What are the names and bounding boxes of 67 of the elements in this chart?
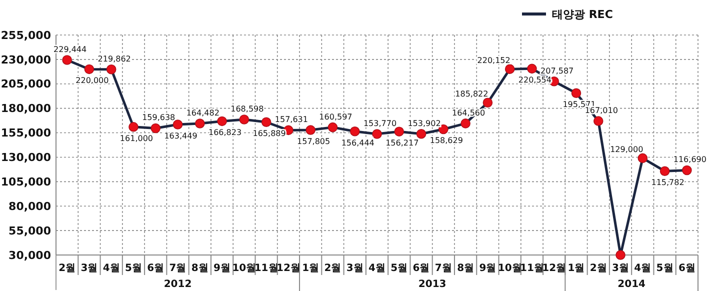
data-label: 116,690 xyxy=(673,155,706,164)
data-label: 156,444 xyxy=(341,138,374,148)
x-tick-label: 8월 xyxy=(191,263,208,274)
text: 2014 xyxy=(618,279,646,290)
x-tick-label: 3월 xyxy=(612,263,629,274)
text: 2012 xyxy=(164,279,192,290)
data-label: 129,000 xyxy=(610,145,644,154)
y-tick-label: 155,000 xyxy=(0,126,52,140)
x-tick-label: 4월 xyxy=(368,263,386,274)
x-tick-label: 12월 xyxy=(542,263,566,274)
x-tick-label: 7월 xyxy=(434,263,452,274)
y-tick-label: 255,000 xyxy=(0,28,52,42)
x-tick-label: 4월 xyxy=(634,263,652,274)
x-tick-label: 3월 xyxy=(80,263,98,274)
x-tick-label: 10월 xyxy=(232,263,256,274)
data-label: 165,889 xyxy=(252,129,286,138)
data-label: 159,638 xyxy=(142,113,176,122)
y-tick-label: 230,000 xyxy=(0,53,52,66)
y-tick-label: 30,000 xyxy=(8,248,52,262)
data-label: 168,598 xyxy=(230,104,264,114)
data-label: 160,597 xyxy=(319,112,352,122)
data-label: 153,902 xyxy=(408,118,441,128)
x-tick-label: 7월 xyxy=(169,263,186,274)
x-tick-label: 10월 xyxy=(498,263,522,274)
data-label: 185,822 xyxy=(455,90,488,99)
data-label: 153,770 xyxy=(363,118,397,128)
x-tick-label: 1월 xyxy=(568,263,585,274)
x-tick-label: 6월 xyxy=(412,263,430,274)
y-tick-label: 180,000 xyxy=(0,102,52,116)
x-tick-label: 11월 xyxy=(520,263,544,274)
data-label: 158,629 xyxy=(430,136,463,146)
data-label: 229,444 xyxy=(54,44,87,54)
data-label: 156,217 xyxy=(386,138,419,148)
data-label: 220,000 xyxy=(76,76,109,86)
data-label: 207,587 xyxy=(540,66,574,76)
x-tick-label: 12월 xyxy=(276,263,300,274)
data-label: 163,449 xyxy=(164,132,198,141)
y-tick-label: 205,000 xyxy=(0,78,52,91)
y-tick-label: 105,000 xyxy=(0,176,52,189)
data-label: 164,482 xyxy=(186,108,220,118)
x-tick-label: 2월 xyxy=(58,263,76,274)
data-label: 219,862 xyxy=(98,54,131,64)
x-tick-label: 6월 xyxy=(147,263,164,274)
x-tick-label: 8월 xyxy=(457,263,474,274)
y-tick-label: 80,000 xyxy=(8,200,52,213)
data-label: 157,631 xyxy=(274,115,308,124)
data-label: 166,823 xyxy=(208,128,242,138)
data-label: 161,000 xyxy=(120,134,154,143)
x-tick-label: 6월 xyxy=(678,263,696,274)
x-tick-label: 9월 xyxy=(214,263,231,274)
text: 2013 xyxy=(418,279,446,290)
data-label: 220,152 xyxy=(477,56,510,66)
x-tick-label: 9월 xyxy=(479,263,496,274)
y-tick-label: 55,000 xyxy=(8,224,52,238)
x-tick-label: 2월 xyxy=(590,263,607,274)
data-label: 115,782 xyxy=(651,178,684,188)
y-tick-label: 130,000 xyxy=(0,151,52,164)
x-tick-label: 1월 xyxy=(302,263,320,274)
data-label: 157,805 xyxy=(297,137,330,146)
x-tick-label: 3월 xyxy=(346,263,364,274)
x-tick-label: 11월 xyxy=(254,263,278,274)
x-tick-label: 4월 xyxy=(102,263,120,274)
x-tick-label: 2월 xyxy=(324,263,342,274)
legend-label: 태양광 REC xyxy=(552,8,613,21)
x-tick-label: 5월 xyxy=(390,263,408,274)
x-tick-label: 5월 xyxy=(125,263,142,274)
x-tick-label: 5월 xyxy=(656,263,674,274)
